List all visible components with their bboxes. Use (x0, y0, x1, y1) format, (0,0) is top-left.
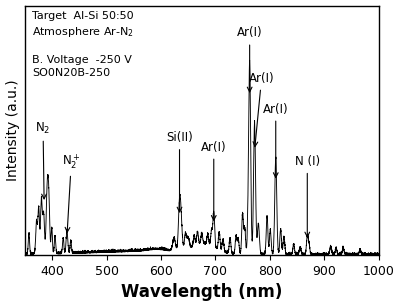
Text: $\mathrm{N_2}$: $\mathrm{N_2}$ (35, 121, 51, 199)
Text: Si(II): Si(II) (166, 131, 193, 212)
X-axis label: Wavelength (nm): Wavelength (nm) (121, 283, 282, 301)
Text: $\mathrm{N_2^+}$: $\mathrm{N_2^+}$ (62, 152, 80, 232)
Text: Ar(I): Ar(I) (249, 72, 274, 146)
Text: Target  Al-Si 50:50
Atmosphere Ar-N$_2$

B. Voltage  -250 V
SO0N20B-250: Target Al-Si 50:50 Atmosphere Ar-N$_2$ B… (32, 10, 134, 78)
Text: Ar(I): Ar(I) (237, 26, 262, 92)
Text: Ar(I): Ar(I) (201, 141, 226, 220)
Y-axis label: Intensity (a.u.): Intensity (a.u.) (6, 80, 20, 181)
Text: Ar(I): Ar(I) (263, 103, 288, 177)
Text: N (I): N (I) (295, 155, 320, 237)
